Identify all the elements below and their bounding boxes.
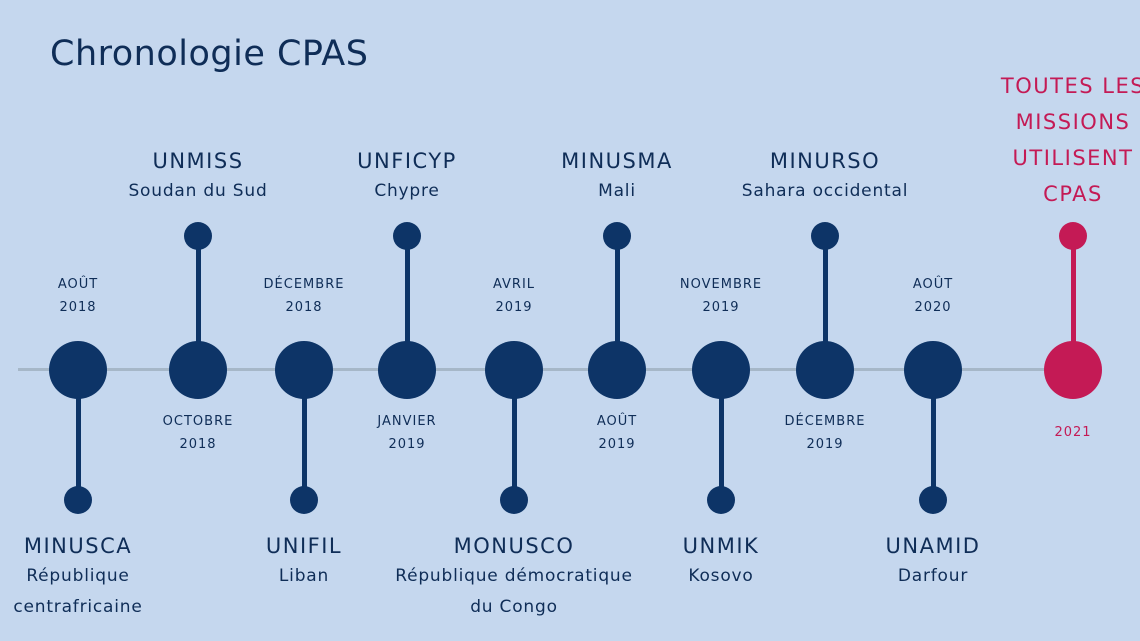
event-date: 2021 bbox=[1003, 421, 1140, 444]
mission-name: UNFICYP bbox=[357, 149, 457, 173]
timeline-node bbox=[1044, 341, 1102, 399]
event-date: OCTOBRE 2018 bbox=[128, 410, 268, 456]
mission-name: UNMISS bbox=[152, 149, 244, 173]
timeline-node bbox=[49, 341, 107, 399]
event-year: 2019 bbox=[495, 300, 533, 315]
mission-location: Chypre bbox=[374, 181, 440, 201]
timeline-end-dot bbox=[707, 486, 735, 514]
final-statement-line: UTILISENT bbox=[1012, 146, 1134, 170]
event-month: AOÛT bbox=[912, 277, 954, 292]
event-label: UNAMID Darfour bbox=[783, 531, 1083, 592]
final-statement-line: TOUTES LES bbox=[1000, 74, 1140, 98]
mission-name: MONUSCO bbox=[453, 534, 575, 558]
event-year: 2019 bbox=[806, 437, 844, 452]
page-title: Chronologie CPAS bbox=[50, 34, 369, 74]
event-month: NOVEMBRE bbox=[679, 277, 763, 292]
mission-location: Sahara occidental bbox=[741, 181, 909, 201]
event-label: MINUSCA République centrafricaine bbox=[0, 531, 228, 623]
final-statement: TOUTES LES MISSIONS UTILISENT CPAS bbox=[978, 68, 1140, 212]
timeline-end-dot bbox=[811, 222, 839, 250]
timeline-node bbox=[692, 341, 750, 399]
timeline-node bbox=[378, 341, 436, 399]
timeline-stem bbox=[614, 237, 620, 370]
mission-location: du Congo bbox=[470, 597, 558, 617]
event-date: AOÛT 2018 bbox=[8, 273, 148, 319]
event-date: JANVIER 2019 bbox=[337, 410, 477, 456]
mission-location: Mali bbox=[598, 181, 636, 201]
event-year: 2021 bbox=[1054, 425, 1092, 440]
timeline-end-dot bbox=[919, 486, 947, 514]
timeline-node bbox=[904, 341, 962, 399]
event-month: DÉCEMBRE bbox=[784, 414, 866, 429]
timeline-end-dot bbox=[500, 486, 528, 514]
event-date: DÉCEMBRE 2018 bbox=[234, 273, 374, 319]
event-month: DÉCEMBRE bbox=[263, 277, 345, 292]
timeline-stem bbox=[718, 370, 724, 500]
event-label: UNIFIL Liban bbox=[154, 531, 454, 592]
timeline-node bbox=[796, 341, 854, 399]
timeline-stem bbox=[195, 237, 201, 370]
mission-location: Soudan du Sud bbox=[128, 181, 268, 201]
event-month: OCTOBRE bbox=[162, 414, 234, 429]
event-year: 2019 bbox=[388, 437, 426, 452]
event-month: JANVIER bbox=[377, 414, 437, 429]
timeline-end-dot bbox=[64, 486, 92, 514]
timeline-end-dot bbox=[603, 222, 631, 250]
timeline-end-dot bbox=[290, 486, 318, 514]
final-statement-line: MISSIONS bbox=[1015, 110, 1131, 134]
timeline-node bbox=[485, 341, 543, 399]
timeline-stem bbox=[404, 237, 410, 370]
timeline-node bbox=[588, 341, 646, 399]
event-date: AVRIL 2019 bbox=[444, 273, 584, 319]
event-month: AOÛT bbox=[596, 414, 638, 429]
timeline-stem bbox=[1070, 237, 1076, 370]
timeline-stem bbox=[75, 370, 81, 500]
timeline-stem bbox=[511, 370, 517, 500]
mission-name: UNMIK bbox=[682, 534, 760, 558]
mission-name: UNIFIL bbox=[265, 534, 343, 558]
timeline-end-dot bbox=[393, 222, 421, 250]
event-date: AOÛT 2019 bbox=[547, 410, 687, 456]
mission-location: République démocratique bbox=[395, 566, 633, 586]
event-year: 2020 bbox=[914, 300, 952, 315]
event-label: MINURSO Sahara occidental bbox=[675, 146, 975, 207]
mission-location: Darfour bbox=[897, 566, 969, 586]
mission-name: MINUSMA bbox=[561, 149, 673, 173]
event-year: 2019 bbox=[598, 437, 636, 452]
event-label: UNMISS Soudan du Sud bbox=[48, 146, 348, 207]
timeline-end-dot bbox=[184, 222, 212, 250]
mission-name: MINUSCA bbox=[23, 534, 133, 558]
final-statement-line: CPAS bbox=[1043, 182, 1103, 206]
mission-name: MINURSO bbox=[769, 149, 881, 173]
event-date: NOVEMBRE 2019 bbox=[651, 273, 791, 319]
timeline-stem bbox=[930, 370, 936, 500]
mission-location: Kosovo bbox=[688, 566, 754, 586]
mission-name: UNAMID bbox=[885, 534, 981, 558]
event-date: DÉCEMBRE 2019 bbox=[755, 410, 895, 456]
event-label: UNFICYP Chypre bbox=[257, 146, 557, 207]
event-month: AOÛT bbox=[57, 277, 99, 292]
event-month: AVRIL bbox=[492, 277, 536, 292]
event-year: 2018 bbox=[59, 300, 97, 315]
timeline-node bbox=[169, 341, 227, 399]
event-label: MONUSCO République démocratique du Congo bbox=[364, 531, 664, 623]
timeline-end-dot bbox=[1059, 222, 1087, 250]
mission-location: République bbox=[26, 566, 130, 586]
timeline-stem bbox=[822, 237, 828, 370]
timeline-node bbox=[275, 341, 333, 399]
event-label: MINUSMA Mali bbox=[467, 146, 767, 207]
mission-location: centrafricaine bbox=[13, 597, 143, 617]
timeline-stem bbox=[301, 370, 307, 500]
event-year: 2018 bbox=[179, 437, 217, 452]
event-year: 2018 bbox=[285, 300, 323, 315]
event-year: 2019 bbox=[702, 300, 740, 315]
mission-location: Liban bbox=[278, 566, 330, 586]
event-date: AOÛT 2020 bbox=[863, 273, 1003, 319]
event-label: UNMIK Kosovo bbox=[571, 531, 871, 592]
